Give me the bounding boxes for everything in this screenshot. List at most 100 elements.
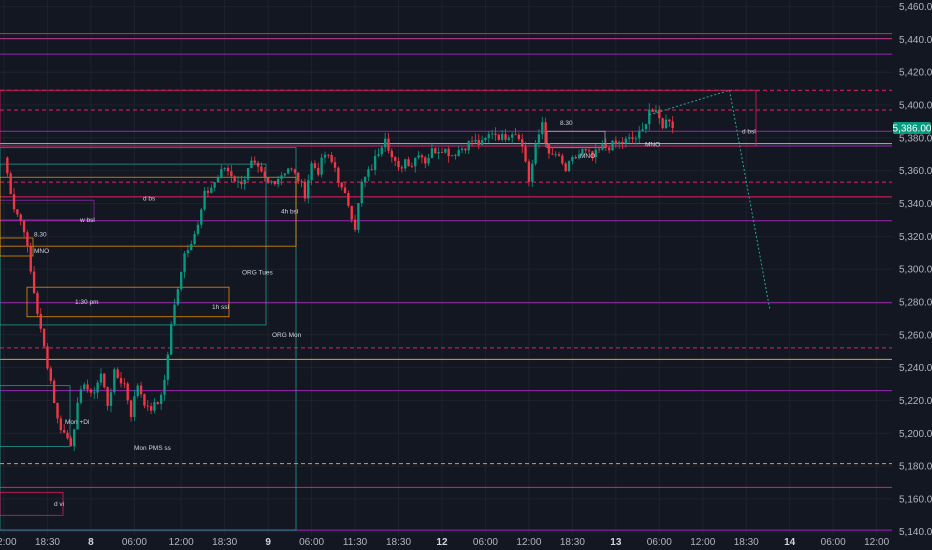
candle-body-120[interactable] (404, 159, 407, 169)
candle-body-184[interactable] (618, 141, 621, 144)
candle-body-90[interactable] (303, 181, 307, 199)
candle-body-145[interactable] (487, 134, 490, 138)
candle-body-24[interactable] (83, 384, 86, 390)
candle-body-68[interactable] (230, 171, 233, 177)
candle-body-170[interactable] (571, 157, 574, 162)
candle-body-141[interactable] (474, 139, 477, 142)
candle-body-20[interactable] (69, 438, 73, 447)
candle-body-93[interactable] (313, 163, 317, 168)
candle-body-74[interactable] (250, 160, 253, 169)
candle-body-73[interactable] (246, 168, 250, 180)
candle-body-155[interactable] (521, 139, 524, 147)
candle-body-6[interactable] (22, 220, 26, 233)
candle-body-61[interactable] (206, 190, 210, 193)
candle-body-81[interactable] (273, 181, 276, 185)
candle-body-55[interactable] (186, 250, 190, 254)
candle-body-17[interactable] (59, 418, 63, 431)
candle-body-130[interactable] (437, 152, 440, 154)
candle-body-154[interactable] (517, 134, 521, 140)
candle-body-67[interactable] (226, 167, 230, 172)
candle-body-197[interactable] (661, 118, 664, 129)
candle-body-109[interactable] (367, 169, 370, 177)
candle-body-35[interactable] (119, 377, 123, 384)
candle-body-151[interactable] (507, 137, 511, 140)
candle-body-34[interactable] (116, 369, 119, 378)
candle-body-12[interactable] (42, 328, 46, 347)
candle-body-96[interactable] (323, 154, 327, 158)
candle-body-163[interactable] (547, 143, 551, 154)
candle-body-140[interactable] (470, 140, 474, 142)
candle-body-50[interactable] (169, 324, 173, 355)
candle-body-9[interactable] (32, 271, 36, 293)
candle-body-123[interactable] (414, 157, 417, 167)
candle-body-147[interactable] (494, 133, 497, 135)
candle-body-199[interactable] (668, 119, 671, 122)
candle-body-51[interactable] (173, 304, 176, 325)
candle-body-89[interactable] (300, 181, 303, 182)
candle-body-174[interactable] (584, 148, 587, 151)
candle-body-195[interactable] (654, 110, 658, 112)
candle-body-146[interactable] (490, 133, 494, 135)
candle-body-92[interactable] (310, 163, 313, 181)
candle-body-98[interactable] (330, 154, 333, 163)
candle-body-66[interactable] (223, 167, 226, 169)
candle-body-176[interactable] (591, 151, 594, 158)
candle-body-178[interactable] (597, 149, 601, 151)
candle-body-27[interactable] (93, 392, 96, 394)
candle-body-77[interactable] (260, 166, 263, 172)
candle-body-182[interactable] (611, 140, 614, 151)
candle-body-63[interactable] (213, 182, 216, 188)
candle-body-14[interactable] (49, 368, 52, 381)
candle-body-23[interactable] (79, 389, 83, 403)
candle-body-48[interactable] (163, 379, 166, 395)
candle-body-193[interactable] (648, 109, 651, 125)
candle-body-11[interactable] (39, 313, 42, 329)
candle-body-65[interactable] (220, 168, 223, 178)
candle-body-62[interactable] (210, 187, 213, 193)
candlestick-series[interactable] (6, 103, 674, 452)
candle-body-180[interactable] (604, 144, 607, 148)
candle-body-110[interactable] (370, 169, 373, 171)
candle-body-22[interactable] (76, 402, 79, 430)
candle-body-185[interactable] (621, 141, 624, 144)
candle-body-129[interactable] (434, 148, 437, 154)
time-axis-panel[interactable] (0, 535, 932, 550)
candle-body-78[interactable] (263, 171, 266, 177)
candle-body-167[interactable] (561, 155, 564, 164)
candle-body-70[interactable] (236, 181, 240, 183)
candle-body-139[interactable] (467, 140, 470, 151)
candle-body-179[interactable] (601, 144, 604, 150)
candle-body-165[interactable] (554, 154, 557, 156)
candle-body-59[interactable] (200, 209, 203, 225)
candle-body-80[interactable] (270, 181, 273, 183)
candle-body-115[interactable] (387, 138, 390, 151)
candle-body-158[interactable] (531, 163, 534, 182)
candle-body-2[interactable] (9, 173, 12, 195)
candle-body-88[interactable] (297, 172, 300, 182)
candle-body-102[interactable] (343, 187, 347, 194)
candle-body-106[interactable] (357, 203, 360, 230)
candle-body-26[interactable] (89, 389, 93, 393)
candle-body-95[interactable] (320, 157, 323, 175)
candle-body-15[interactable] (52, 380, 56, 404)
candle-body-31[interactable] (106, 387, 109, 406)
candle-body-126[interactable] (424, 157, 427, 164)
candle-body-104[interactable] (350, 205, 353, 220)
candle-body-144[interactable] (484, 137, 487, 141)
candle-body-148[interactable] (497, 134, 501, 140)
candle-body-30[interactable] (103, 373, 106, 388)
candle-body-46[interactable] (156, 402, 159, 405)
candle-body-105[interactable] (353, 219, 357, 230)
candle-body-40[interactable] (136, 385, 139, 397)
candle-body-161[interactable] (541, 122, 544, 135)
candle-body-127[interactable] (427, 157, 430, 164)
candle-body-192[interactable] (644, 124, 648, 130)
candle-body-60[interactable] (203, 190, 206, 210)
candle-body-198[interactable] (664, 119, 668, 129)
candle-body-86[interactable] (290, 168, 293, 170)
candle-body-87[interactable] (293, 169, 297, 173)
candle-body-177[interactable] (594, 149, 597, 158)
candle-body-72[interactable] (243, 179, 246, 185)
